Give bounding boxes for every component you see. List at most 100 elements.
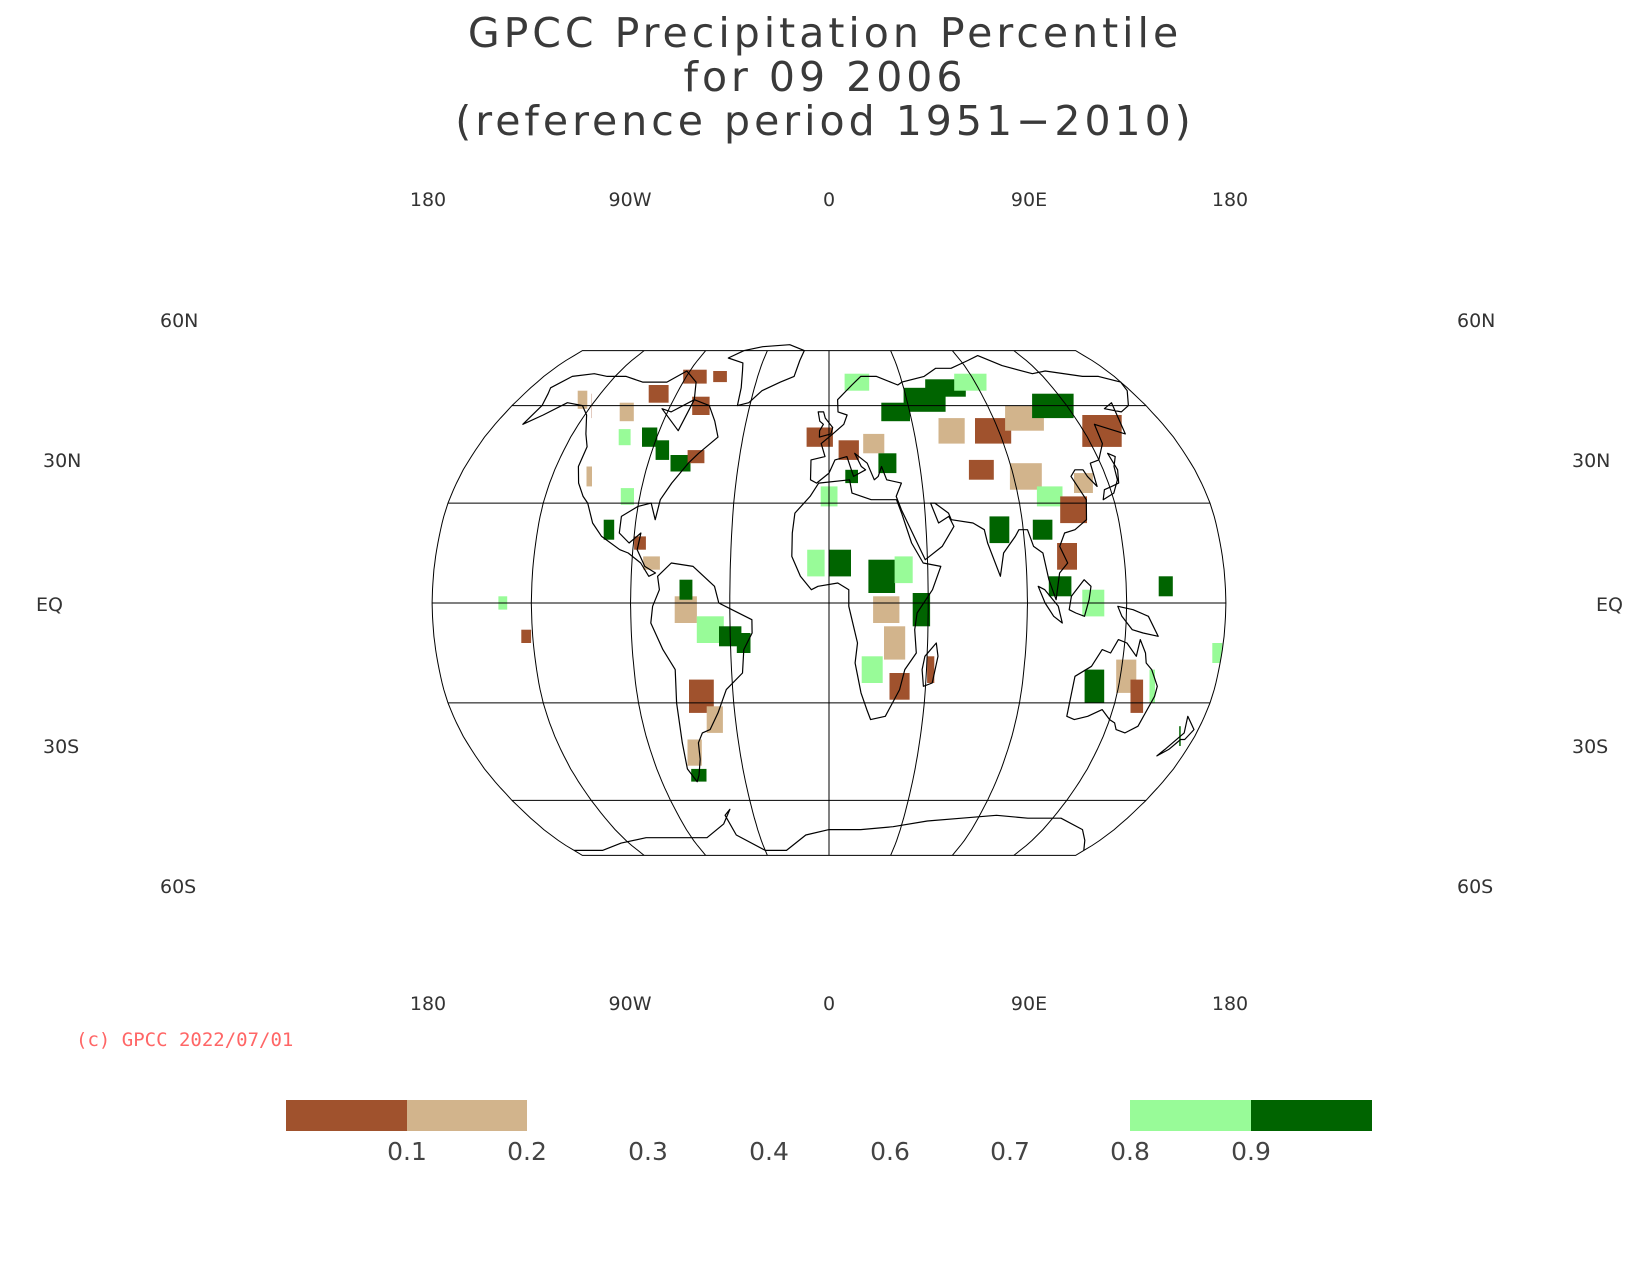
- percentile-cell: [807, 549, 825, 577]
- lat-label-right-60n: 60N: [1457, 310, 1495, 332]
- percentile-cell: [1074, 473, 1093, 493]
- percentile-cell: [1036, 486, 1063, 507]
- percentile-cell: [881, 402, 910, 422]
- percentile-cell: [927, 656, 935, 683]
- legend-tick-0.7: 0.7: [990, 1137, 1030, 1166]
- percentile-cell: [1130, 679, 1144, 713]
- percentile-cell: [1149, 669, 1155, 703]
- lat-label-left-30s: 30S: [43, 736, 79, 758]
- percentile-cell: [521, 629, 532, 643]
- percentile-cell: [938, 418, 965, 444]
- percentile-cell: [1032, 519, 1053, 540]
- legend-tick-0.9: 0.9: [1231, 1137, 1271, 1166]
- title-line-3: (reference period 1951−2010): [455, 97, 1194, 145]
- lon-label-top-90w: 90W: [609, 189, 652, 211]
- percentile-cell: [643, 556, 660, 570]
- percentile-cell: [655, 440, 670, 460]
- legend-tick-0.3: 0.3: [628, 1137, 668, 1166]
- eurasia-coastline: [809, 355, 1129, 601]
- title-line-1: GPCC Precipitation Percentile: [468, 9, 1182, 57]
- percentile-cell: [873, 596, 900, 623]
- lon-label-top-90e: 90E: [1011, 189, 1047, 211]
- lat-label-left-60n: 60N: [160, 310, 198, 332]
- legend-swatch-7: [1130, 1100, 1251, 1131]
- lon-label-bottom-90e: 90E: [1011, 993, 1047, 1015]
- lon-label-top-180w: 180: [410, 189, 446, 211]
- percentile-cell: [577, 390, 588, 409]
- lat-label-right-eq: EQ: [1596, 594, 1623, 616]
- japan-coastline: [1102, 452, 1120, 501]
- percentile-cell: [642, 427, 658, 447]
- new-guinea-coastline: [1117, 605, 1159, 637]
- meridian-line: [951, 350, 1029, 856]
- percentile-cell: [1084, 669, 1105, 703]
- legend-swatch-4: [648, 1100, 769, 1131]
- lon-label-bottom-90w: 90W: [609, 993, 652, 1015]
- percentile-cell: [586, 466, 592, 487]
- legend-swatch-3: [527, 1100, 648, 1131]
- percentile-cell: [912, 593, 931, 627]
- legend-tick-0.6: 0.6: [870, 1137, 910, 1166]
- percentile-cell: [868, 559, 896, 593]
- madagascar-coastline: [921, 642, 939, 687]
- percentile-cell: [863, 433, 885, 454]
- percentile-cell: [620, 488, 634, 505]
- north-america-coastline: [522, 370, 719, 577]
- percentile-cell: [878, 453, 897, 474]
- percentile-cell: [889, 673, 910, 700]
- coastlines: [522, 344, 1195, 851]
- meridian-line: [729, 350, 768, 856]
- legend-swatch-5: [769, 1100, 890, 1131]
- legend-swatch-6: [890, 1100, 1010, 1131]
- lon-label-top-0: 0: [823, 189, 835, 211]
- lat-label-right-30s: 30S: [1572, 736, 1608, 758]
- percentile-cell: [884, 626, 906, 660]
- australia-coastline: [1066, 639, 1158, 734]
- new-zealand-coastline: [1156, 715, 1195, 757]
- south-america-coastline: [650, 562, 753, 783]
- percentile-cell: [861, 656, 883, 683]
- percentile-cell: [648, 385, 669, 403]
- percentile-cell: [829, 549, 851, 577]
- percentile-cell: [713, 371, 727, 383]
- percentile-cell: [894, 556, 913, 584]
- percentile-cell: [634, 536, 646, 550]
- legend-tick-0.2: 0.2: [507, 1137, 547, 1166]
- meridian-line: [530, 350, 645, 856]
- title-block: GPCC Precipitation Percentile for 09 200…: [455, 9, 1194, 145]
- percentile-cell: [1009, 463, 1042, 490]
- borneo-coastline: [1068, 579, 1092, 617]
- lon-label-bottom-180e: 180: [1212, 993, 1248, 1015]
- meridian-line: [629, 350, 707, 856]
- percentile-cell: [679, 579, 693, 600]
- africa-coastline: [791, 479, 942, 721]
- lat-label-right-30n: 30N: [1572, 450, 1610, 472]
- percentile-cell: [989, 516, 1010, 544]
- map: [431, 344, 1227, 856]
- legend-tick-0.1: 0.1: [387, 1137, 427, 1166]
- lon-label-top-180e: 180: [1212, 189, 1248, 211]
- graticule: [432, 350, 1226, 856]
- percentile-cell: [1057, 543, 1077, 570]
- antarctica-coastline: [574, 808, 1086, 851]
- axis-labels: 180 90W 0 90E 180 180 90W 0 90E 180 60N …: [36, 189, 1623, 1015]
- percentile-cell: [968, 459, 994, 480]
- precipitation-cells: [498, 369, 1223, 782]
- title-line-2: for 09 2006: [684, 53, 967, 101]
- percentile-cell: [1212, 643, 1223, 663]
- percentile-cell: [954, 373, 987, 391]
- percentile-cell: [619, 402, 634, 422]
- lat-label-left-60s: 60S: [160, 876, 196, 898]
- color-legend: 0.1 0.2 0.3 0.4 0.6 0.7 0.8 0.9: [286, 1100, 1372, 1166]
- legend-tick-0.4: 0.4: [749, 1137, 789, 1166]
- meridian-line: [890, 350, 929, 856]
- legend-swatch-8: [1251, 1100, 1372, 1131]
- percentile-cell: [1060, 496, 1087, 524]
- percentile-cell: [736, 633, 751, 653]
- percentile-cell: [1158, 576, 1173, 597]
- percentile-cell: [618, 429, 631, 446]
- lat-label-left-eq: EQ: [36, 594, 63, 616]
- copyright-note: (c) GPCC 2022/07/01: [76, 1029, 293, 1051]
- lat-label-left-30n: 30N: [43, 450, 81, 472]
